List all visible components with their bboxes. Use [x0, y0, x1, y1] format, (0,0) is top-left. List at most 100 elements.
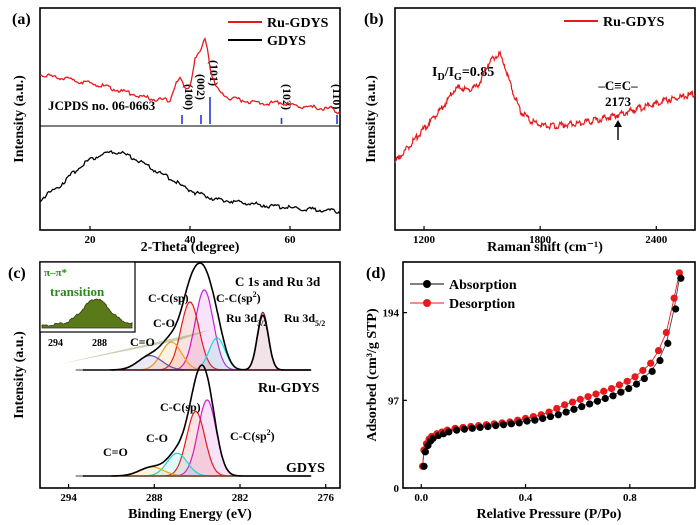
desorption-point [615, 381, 623, 389]
absorption-point [586, 400, 594, 408]
panel-a: (a) Ru-GDYS GDYS JCPDS no. 06-0663 (100)… [12, 7, 344, 255]
c-label-c-o-double-ru: C=O [130, 335, 155, 349]
peak-label-101: (101) [207, 60, 221, 86]
absorption-point [421, 448, 429, 456]
series-ru-gdys-raman [394, 49, 696, 164]
legend-d-des-marker [423, 299, 431, 307]
inset-label-transition: transition [50, 284, 105, 299]
desorption-point [553, 404, 561, 413]
absorption-point [677, 274, 685, 282]
absorption-point [570, 405, 578, 413]
inset-label-pi: π–π* [44, 267, 68, 279]
absorption-point [640, 375, 648, 383]
desorption-point [623, 377, 631, 385]
c-label-co-ru: C-O [153, 316, 175, 330]
c-label-ccsp2-gdys: C-C(sp2) [230, 428, 275, 443]
absorption-point [554, 411, 562, 419]
absorption-point [648, 367, 656, 375]
inset-tick-294: 294 [48, 338, 63, 349]
panel-d-ylabel: Adsorbed (cm³/g STP) [365, 308, 380, 442]
legend-b-ru-label: Ru-GDYS [603, 15, 665, 30]
a-xtick-label-60: 60 [285, 234, 297, 246]
panel-c-ticks: 294 288 282 276 [60, 484, 334, 504]
absorption-point [632, 380, 641, 388]
desorption-point [654, 346, 663, 355]
absorption-point [468, 424, 476, 432]
desorption-point [592, 390, 600, 398]
c-label-ccsp-gdys: C-C(sp) [160, 400, 201, 414]
c-label-ru52: Ru 3d5/2 [284, 311, 325, 328]
absorption-point [499, 421, 508, 429]
d-xtick-label-0.8: 0.8 [623, 492, 637, 504]
alkyne-arrow [614, 120, 622, 140]
panel-b-plot [394, 49, 696, 164]
panel-d-xlabel: Relative Pressure (P/Po) [477, 507, 622, 522]
desorption-point [670, 294, 678, 302]
d-xtick-label-0: 0.0 [414, 492, 428, 504]
panel-d-ticks: 0.0 0.4 0.8 0 97 194 [383, 308, 638, 504]
panel-a-plot [39, 36, 341, 215]
c-curve-label-gdys: GDYS [286, 461, 325, 476]
panel-a-legend: Ru-GDYS GDYS [228, 16, 329, 49]
absorption-point [523, 417, 531, 425]
panel-a-ylabel: Intensity (a.u.) [12, 75, 27, 163]
panel-c-annotations: C-C(sp) C-C(sp2) C-O C=O Ru 3d3/2 Ru 3d5… [103, 290, 325, 476]
absorption-point [515, 419, 523, 427]
c-xtick-label-294: 294 [60, 492, 77, 504]
inset-tick-288: 288 [92, 338, 107, 349]
c-xtick-label-288: 288 [146, 492, 163, 504]
panel-c: (c) C 1s and Ru 3d C-C(sp) C-C(sp2) C-O … [8, 261, 341, 522]
legend-d-abs-marker [423, 280, 431, 288]
b-xtick-label-1200: 1200 [413, 234, 436, 246]
c-label-c-o-double-gdys: C=O [103, 445, 128, 459]
b-xtick-label-1800: 1800 [529, 234, 552, 246]
d-ytick-label-0: 0 [394, 483, 400, 495]
absorption-point [664, 339, 672, 347]
absorption-point [593, 397, 602, 405]
c-label-ru32: Ru 3d3/2 [226, 311, 267, 328]
c-xtick-label-282: 282 [232, 492, 249, 504]
absorption-point [507, 420, 515, 428]
c-xtick-label-276: 276 [317, 492, 334, 504]
absorption-point [460, 425, 469, 433]
inset-pi-peak [41, 298, 133, 329]
c-label-co-gdys: C-O [146, 431, 168, 445]
desorption-point [647, 359, 655, 367]
panel-b-ticks: 1200 1800 2400 [413, 226, 668, 246]
panel-c-ylabel: Intensity (a.u.) [12, 331, 27, 419]
desorption-point [568, 398, 577, 406]
panel-b-legend: Ru-GDYS [564, 15, 665, 30]
panel-b: (b) Ru-GDYS ID/IG=0.85 –C≡C– 2173 1200 18… [364, 7, 696, 255]
absorption-point [546, 412, 555, 421]
panel-d: (d) Absorption Desorption 0.0 0.4 0.8 0 97 19… [365, 261, 696, 522]
legend-d-abs-label: Absorption [449, 278, 517, 293]
a-xtick-label-20: 20 [85, 234, 97, 246]
desorption-point [675, 269, 683, 277]
absorption-point [539, 414, 547, 422]
panel-c-plot [60, 262, 312, 477]
panel-b-ylabel: Intensity (a.u.) [364, 75, 379, 163]
alkyne-wavenumber: 2173 [605, 94, 632, 109]
panel-c-frame [39, 261, 341, 489]
panel-d-plot [418, 269, 685, 470]
desorption-point [576, 395, 584, 404]
panel-a-label: (a) [12, 11, 31, 28]
c-label-ccsp-ru: C-C(sp) [148, 291, 189, 305]
b-xtick-label-2400: 2400 [645, 234, 668, 246]
desorption-point [600, 387, 608, 395]
peak-label-110: (110) [330, 84, 344, 109]
desorption-point [607, 384, 616, 393]
absorption-point [562, 408, 570, 416]
absorption-point [476, 423, 484, 432]
panel-c-xlabel: Binding Energy (eV) [128, 507, 252, 522]
panel-c-title: C 1s and Ru 3d [235, 274, 321, 289]
panel-b-frame [394, 7, 696, 231]
legend-a-ru-label: Ru-GDYS [267, 16, 329, 31]
absorption-point [453, 426, 461, 434]
desorption-point [631, 373, 639, 381]
panel-d-frame [402, 261, 696, 489]
peak-label-102: (102) [280, 84, 294, 110]
desorption-point [662, 328, 670, 337]
panel-b-label: (b) [364, 11, 384, 28]
